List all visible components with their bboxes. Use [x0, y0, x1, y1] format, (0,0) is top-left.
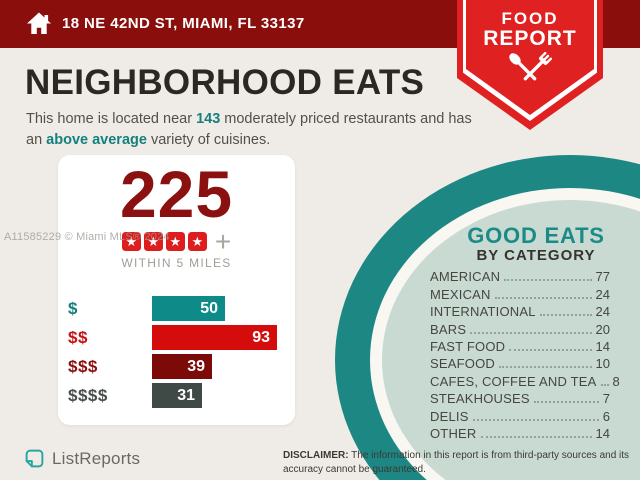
- dotted-leader: [533, 401, 599, 404]
- dotted-leader: [470, 331, 592, 334]
- intro-text: moderately priced restaurants and has an: [26, 111, 472, 148]
- price-tier-bar: 39: [152, 354, 212, 379]
- star-icon: ★: [121, 232, 141, 251]
- category-label: DELIS: [430, 408, 469, 424]
- disclaimer: DISCLAIMER: The information in this repo…: [283, 449, 633, 476]
- price-tier-row: $50: [68, 296, 288, 321]
- category-value: 77: [595, 269, 610, 285]
- price-tier-label: $$$$: [68, 385, 108, 405]
- category-row: SEAFOOD 10: [430, 354, 610, 371]
- category-value: 24: [595, 286, 610, 302]
- intro-paragraph: This home is located near 143 moderately…: [26, 109, 478, 150]
- price-tier-label: $$$: [68, 356, 98, 376]
- dotted-leader: [509, 348, 592, 351]
- property-address: 18 NE 42ND ST, MIAMI, FL 33137: [62, 15, 305, 32]
- listreports-icon: [25, 449, 44, 468]
- category-label: BARS: [430, 321, 467, 337]
- disclaimer-label: DISCLAIMER:: [283, 450, 349, 461]
- star-rating: ★ ★ ★ ★ +: [58, 226, 295, 257]
- category-label: CAFES, COFFEE AND TEA: [430, 373, 597, 389]
- price-tier-value: 50: [200, 299, 218, 317]
- category-row: DELIS 6: [430, 406, 610, 424]
- plus-sign: +: [214, 226, 232, 257]
- category-label: MEXICAN: [430, 286, 491, 302]
- category-value: 14: [595, 338, 610, 354]
- dotted-leader: [504, 279, 592, 282]
- dotted-leader: [600, 383, 609, 386]
- category-value: 6: [602, 408, 610, 424]
- category-label: SEAFOOD: [430, 356, 495, 372]
- category-value: 20: [595, 321, 610, 337]
- price-tier-row: $$$ 39: [68, 354, 288, 379]
- category-list: AMERICAN 77 MEXICAN 24 INTERNATIONAL 24 BARS 20…: [430, 267, 620, 441]
- listreports-logo: ListReports: [24, 448, 140, 469]
- ribbon-title: FOOD REPORT: [457, 9, 603, 49]
- dotted-leader: [494, 296, 592, 299]
- price-chart: $50 $$ 93 $$$ 39 $$$$ 31: [68, 296, 288, 412]
- category-row: MEXICAN 24: [430, 284, 610, 302]
- category-row: OTHER 14: [430, 424, 610, 441]
- dotted-leader: [498, 366, 592, 369]
- dotted-leader: [480, 435, 592, 438]
- price-tier-row: $$ 93: [68, 325, 288, 350]
- ribbon-word-food: FOOD: [501, 9, 559, 28]
- restaurant-count-highlight: 143: [196, 111, 221, 127]
- category-label: OTHER: [430, 425, 477, 441]
- price-tier-value: 31: [177, 386, 195, 404]
- radius-caption: WITHIN 5 MILES: [121, 256, 232, 270]
- category-row: CAFES, COFFEE AND TEA 8: [430, 371, 620, 389]
- price-tier-row: $$$$ 31: [68, 383, 288, 408]
- star-icon: ★: [187, 232, 207, 251]
- category-value: 7: [602, 391, 610, 407]
- price-tier-bar: 31: [152, 383, 202, 408]
- category-row: AMERICAN 77: [430, 267, 610, 284]
- page-title: NEIGHBORHOOD EATS: [25, 63, 425, 102]
- category-value: 8: [612, 373, 620, 389]
- category-label: INTERNATIONAL: [430, 304, 536, 320]
- category-label: AMERICAN: [430, 269, 501, 285]
- category-row: BARS 20: [430, 319, 610, 337]
- good-eats-title: GOOD EATS: [467, 223, 605, 248]
- price-tier-bar: 93: [152, 325, 277, 350]
- price-tier-label: $: [68, 298, 78, 318]
- price-tier-value: 93: [252, 328, 270, 346]
- good-eats-subtitle: BY CATEGORY: [476, 247, 596, 264]
- category-value: 24: [595, 304, 610, 320]
- price-tier-label: $$: [68, 327, 88, 347]
- category-value: 14: [595, 425, 610, 441]
- price-tier-bar: 50: [152, 296, 225, 321]
- star-icon: ★: [165, 232, 185, 251]
- dotted-leader: [539, 314, 592, 317]
- dotted-leader: [472, 418, 599, 421]
- mls-watermark: A11585229 © Miami MLS® 2024: [4, 231, 170, 243]
- restaurant-stats-card: 225 ★ ★ ★ ★ + WITHIN 5 MILES $50 $$ 93 $$$ 39 $$$…: [58, 155, 295, 425]
- disclaimer-text: The information in this report is from t…: [283, 450, 630, 475]
- category-label: STEAKHOUSES: [430, 391, 530, 407]
- ribbon-word-report: REPORT: [483, 27, 577, 50]
- total-restaurant-count: 225: [119, 157, 234, 231]
- variety-highlight: above average: [46, 131, 147, 148]
- star-icon: ★: [143, 232, 163, 251]
- brand-name: ListReports: [52, 448, 141, 468]
- category-label: FAST FOOD: [430, 338, 506, 354]
- home-icon: [27, 12, 51, 34]
- category-row: STEAKHOUSES 7: [430, 389, 610, 406]
- spoon-fork-icon: [509, 52, 553, 81]
- category-row: FAST FOOD 14: [430, 337, 610, 354]
- intro-text: This home is located near: [26, 111, 197, 127]
- category-row: INTERNATIONAL 24: [430, 302, 610, 319]
- good-eats-header: GOOD EATS BY CATEGORY: [406, 224, 640, 264]
- category-value: 10: [595, 356, 610, 372]
- price-tier-value: 39: [187, 357, 205, 375]
- intro-text: variety of cuisines.: [146, 131, 271, 148]
